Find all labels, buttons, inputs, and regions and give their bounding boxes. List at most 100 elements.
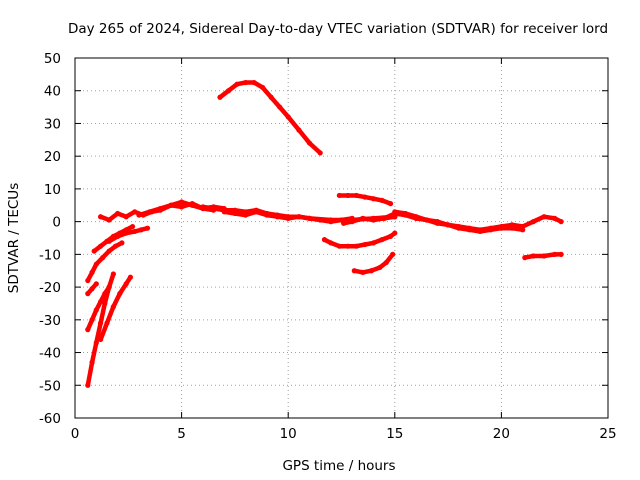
- data-point: [392, 230, 398, 236]
- data-point: [147, 209, 153, 215]
- data-point: [136, 212, 142, 218]
- data-point: [89, 269, 95, 275]
- data-point: [260, 84, 266, 91]
- data-point: [129, 223, 136, 230]
- data-point: [377, 264, 383, 271]
- data-point: [85, 277, 91, 284]
- data-point: [520, 223, 526, 230]
- data-point: [179, 199, 185, 205]
- data-point: [100, 255, 106, 261]
- y-tick-label: -40: [39, 346, 61, 362]
- data-point: [488, 225, 494, 231]
- y-tick-label: 10: [44, 182, 61, 198]
- y-tick-label: 30: [44, 116, 61, 132]
- data-point: [93, 281, 99, 287]
- data-point: [336, 192, 342, 199]
- data-point: [360, 269, 366, 275]
- data-point: [341, 220, 347, 226]
- data-point: [115, 210, 121, 217]
- data-point: [132, 228, 138, 235]
- data-point: [353, 192, 360, 199]
- data-point: [552, 215, 558, 221]
- data-point: [115, 233, 121, 239]
- data-point: [123, 281, 129, 287]
- data-point: [277, 104, 283, 110]
- data-point: [424, 217, 430, 223]
- data-point: [268, 94, 274, 100]
- data-point: [104, 320, 110, 326]
- data-point: [530, 253, 536, 259]
- data-point: [85, 382, 91, 388]
- data-point: [558, 251, 564, 257]
- data-point: [456, 223, 462, 230]
- data-point: [132, 209, 138, 215]
- data-point: [93, 340, 99, 346]
- data-point: [97, 243, 104, 249]
- data-point: [110, 271, 116, 277]
- data-point: [234, 81, 240, 87]
- data-point: [168, 202, 174, 208]
- data-point: [285, 215, 291, 221]
- x-tick-label: 0: [71, 426, 80, 442]
- data-point: [306, 215, 313, 221]
- data-point: [413, 214, 419, 220]
- data-point: [345, 192, 351, 199]
- data-point: [106, 238, 112, 244]
- data-point: [85, 327, 91, 333]
- data-point: [370, 240, 377, 246]
- data-point: [345, 243, 351, 249]
- data-point: [200, 204, 206, 210]
- data-point: [264, 212, 270, 218]
- data-point: [123, 230, 129, 236]
- data-point: [138, 227, 144, 233]
- data-point: [89, 359, 95, 365]
- data-point: [552, 251, 558, 257]
- y-tick-label: 0: [52, 215, 61, 231]
- data-point: [336, 243, 342, 249]
- data-point: [381, 215, 387, 221]
- data-point: [97, 214, 104, 220]
- data-point: [89, 317, 95, 323]
- plot-border: [74, 57, 609, 419]
- data-point: [97, 336, 104, 343]
- series-arc-15: [322, 230, 398, 249]
- data-point: [232, 210, 238, 217]
- data-point: [85, 291, 91, 297]
- data-point: [317, 150, 323, 156]
- data-point: [97, 299, 104, 305]
- data-point: [328, 219, 334, 225]
- data-point: [102, 300, 108, 307]
- data-point: [370, 217, 377, 223]
- data-point: [93, 261, 99, 267]
- data-point: [530, 219, 536, 225]
- x-tick-label: 10: [280, 426, 297, 442]
- data-series: [85, 79, 564, 388]
- x-tick-label: 25: [599, 426, 616, 442]
- data-point: [127, 274, 134, 280]
- x-tick-label: 20: [493, 426, 510, 442]
- data-point: [351, 268, 357, 274]
- data-point: [110, 304, 116, 310]
- data-point: [112, 243, 119, 249]
- data-point: [317, 217, 323, 223]
- data-point: [362, 194, 368, 200]
- data-point: [360, 215, 366, 221]
- data-point: [285, 114, 291, 120]
- data-point: [189, 201, 195, 207]
- data-point: [379, 237, 385, 243]
- y-tick-label: -20: [39, 280, 61, 296]
- data-point: [242, 79, 249, 86]
- y-tick-label: -60: [39, 411, 61, 427]
- data-point: [541, 214, 547, 220]
- data-point: [370, 196, 377, 202]
- data-point: [392, 209, 398, 215]
- data-point: [390, 251, 396, 257]
- data-point: [296, 214, 302, 220]
- data-point: [477, 227, 483, 233]
- data-point: [106, 284, 112, 290]
- data-point: [242, 212, 249, 218]
- data-point: [91, 248, 97, 254]
- data-point: [106, 248, 112, 254]
- data-point: [558, 219, 564, 225]
- y-tick-label: -30: [39, 313, 61, 329]
